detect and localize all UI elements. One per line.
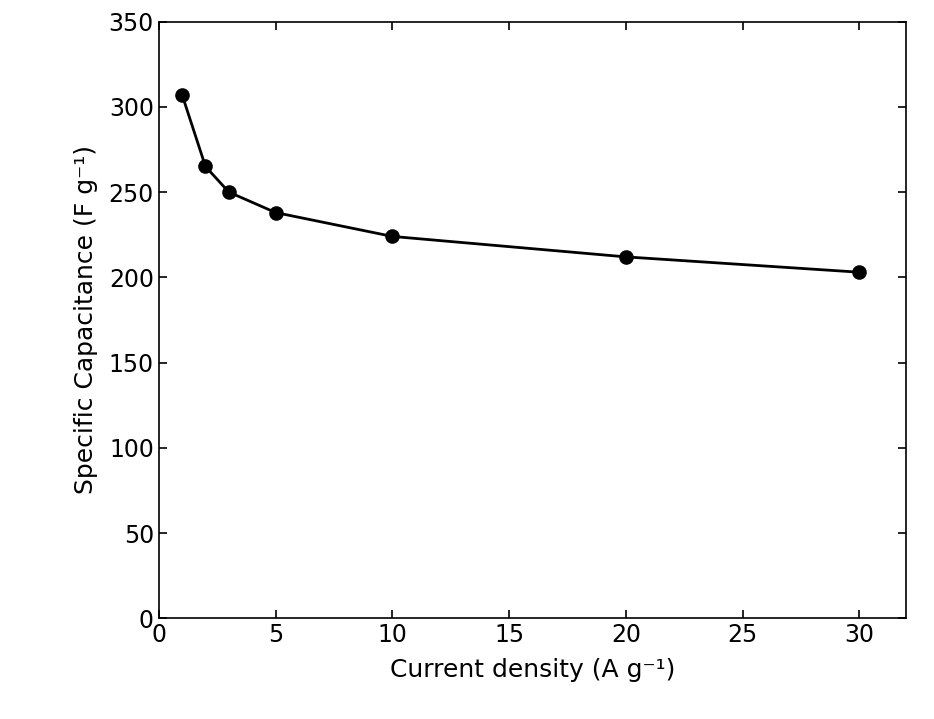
X-axis label: Current density (A g⁻¹): Current density (A g⁻¹) (389, 659, 675, 682)
Y-axis label: Specific Capacitance (F g⁻¹): Specific Capacitance (F g⁻¹) (74, 145, 97, 495)
